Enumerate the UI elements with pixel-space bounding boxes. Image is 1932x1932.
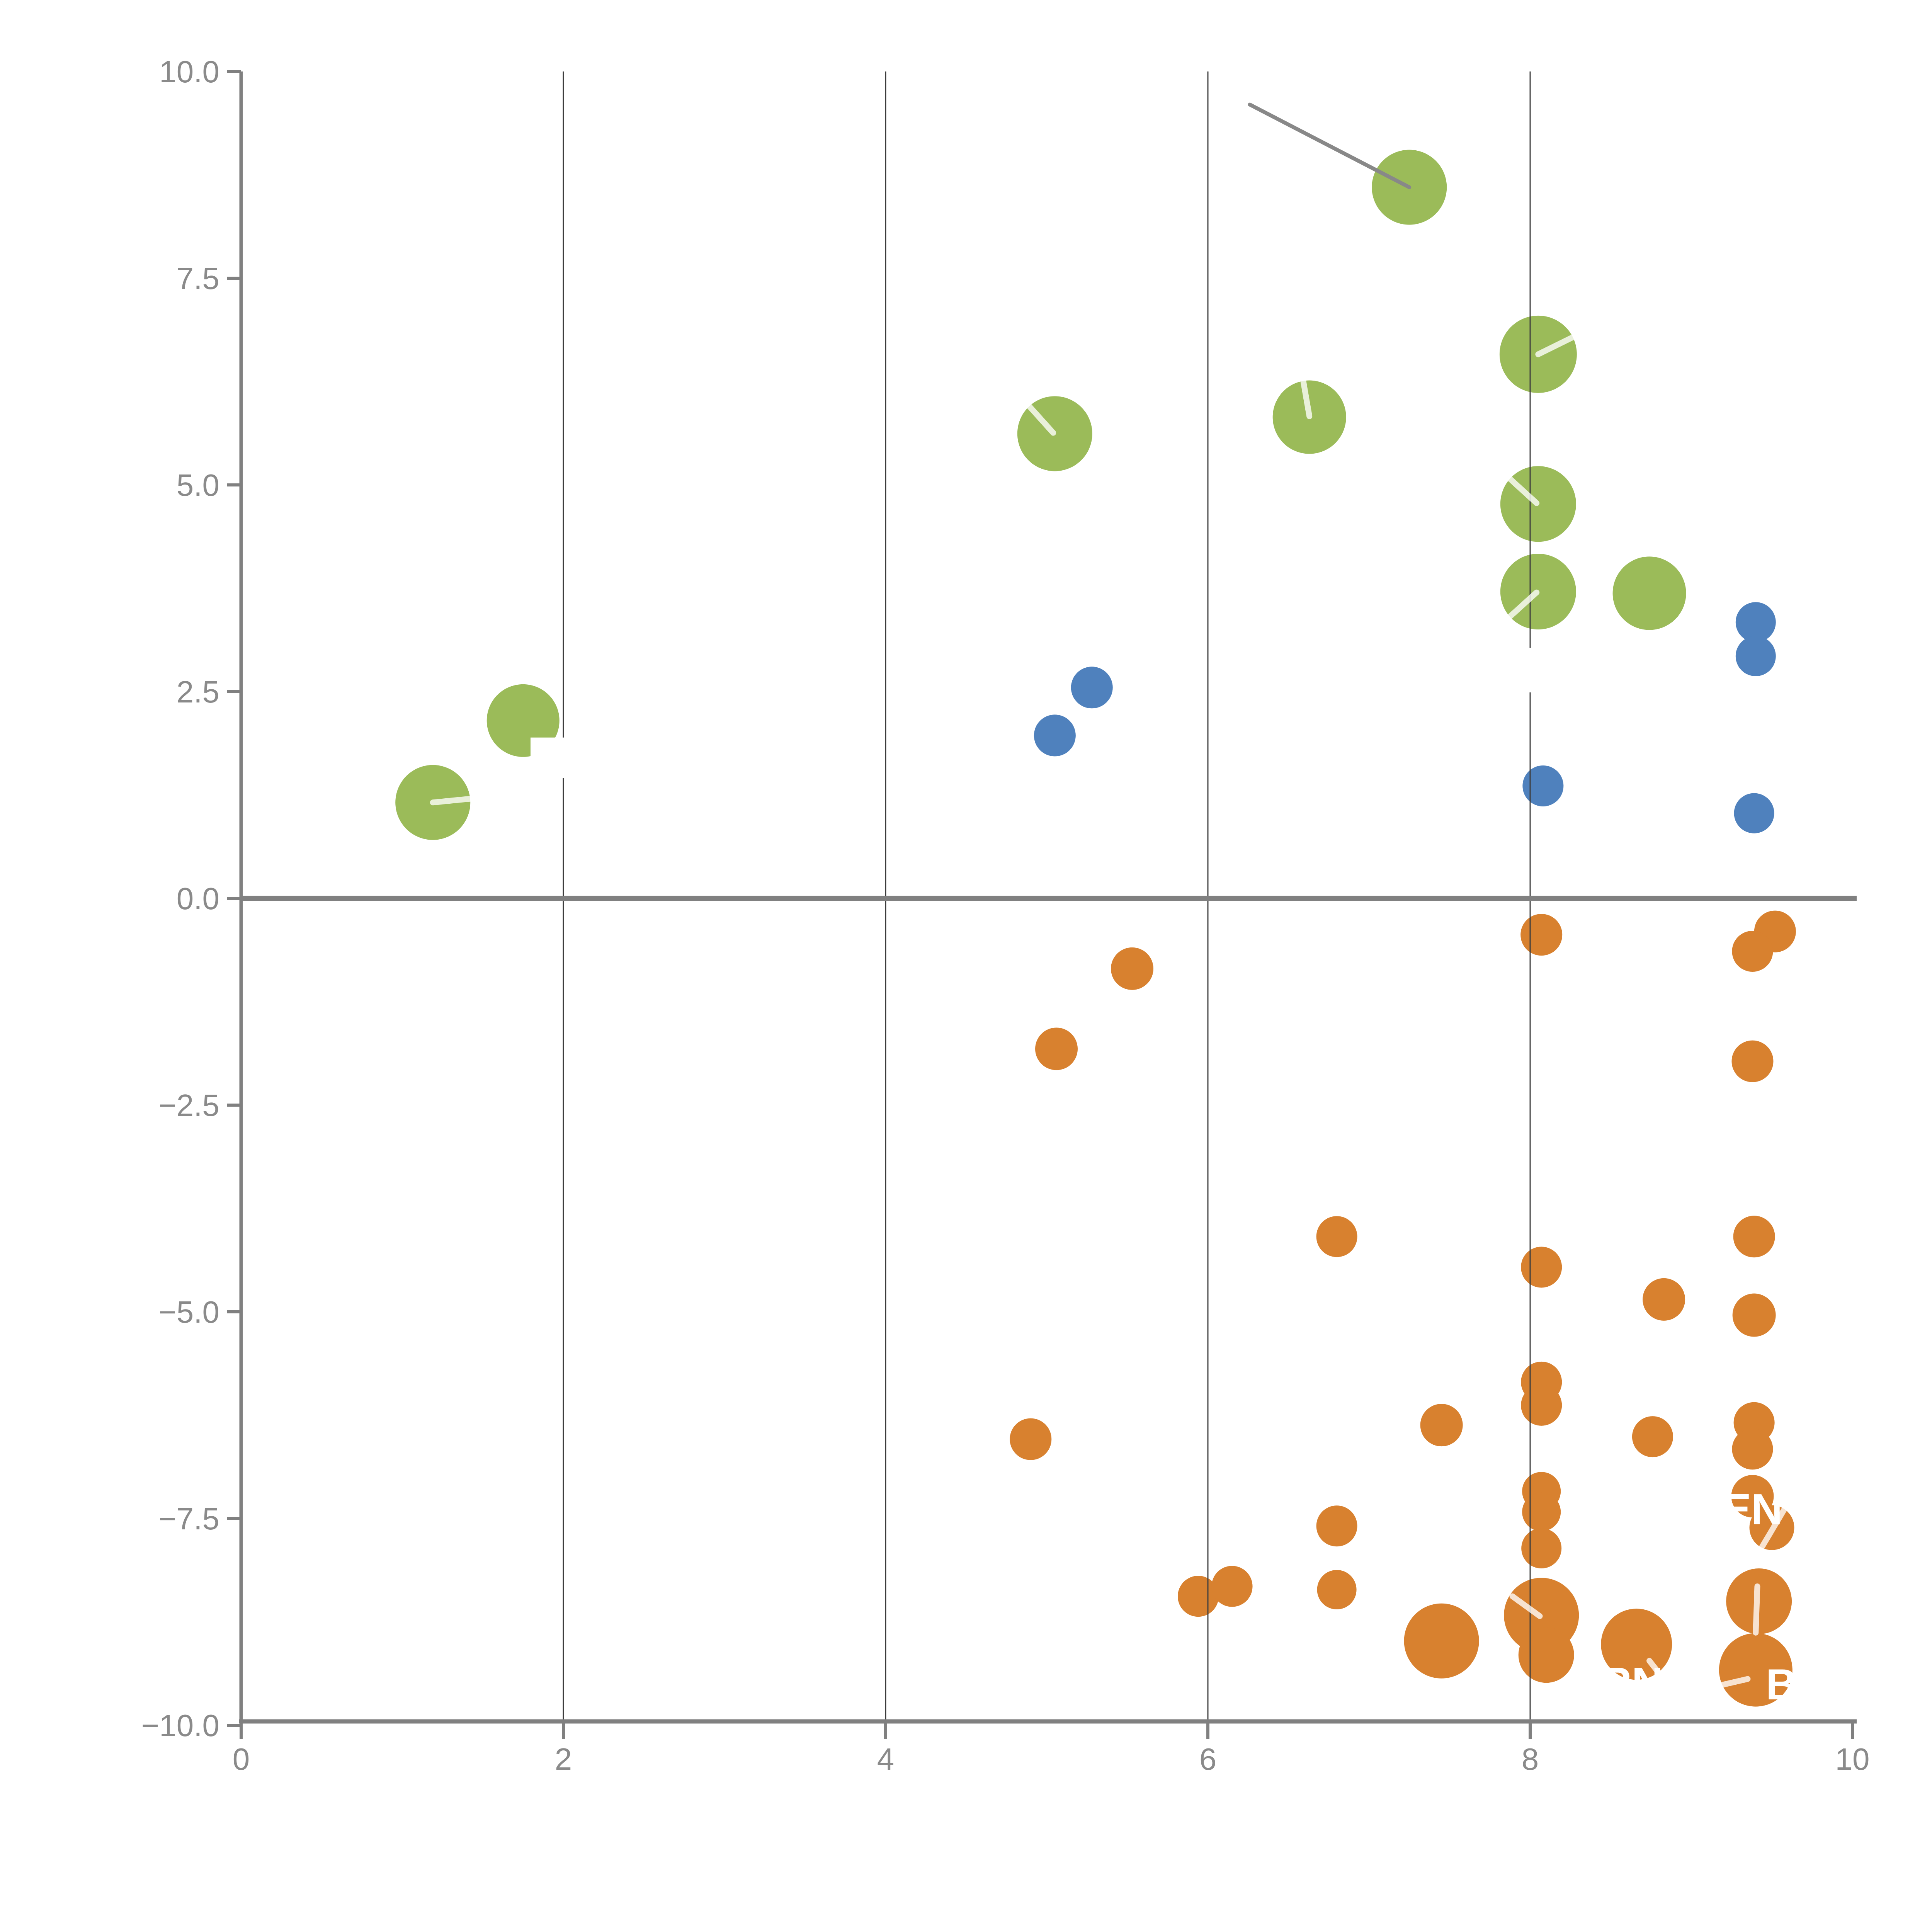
- hidden-white-label-box: [531, 737, 596, 778]
- bubble-orange: [1111, 947, 1154, 990]
- bubble-orange: [1719, 1633, 1793, 1707]
- white-leader-line: [1759, 1505, 1788, 1550]
- bubble-orange: [1010, 1418, 1052, 1460]
- bubble-orange: [1643, 1278, 1685, 1321]
- y-tick-label: −2.5: [158, 1088, 219, 1122]
- white-leader-line: [1509, 1593, 1543, 1619]
- white-bubble-label: B: [1766, 1660, 1797, 1709]
- bubble-blue: [1734, 793, 1774, 833]
- bubble-orange: [1316, 1505, 1357, 1547]
- bubble-orange: [1404, 1603, 1479, 1679]
- x-tick-label: 2: [555, 1742, 572, 1776]
- y-tick-label: 7.5: [177, 261, 219, 296]
- white-leader-line: [1753, 1583, 1760, 1636]
- bubble-orange: [1317, 1570, 1357, 1610]
- x-tick-label: 0: [233, 1742, 250, 1776]
- white-bubble-label: RN: [1600, 1659, 1663, 1707]
- white-leader-line: [1646, 1658, 1675, 1693]
- bubble-orange: [1521, 1247, 1562, 1288]
- bubble-orange: [1732, 1429, 1773, 1470]
- bubble-blue: [1071, 667, 1113, 709]
- bubble-orange: [1518, 1627, 1574, 1683]
- y-tick-label: 5.0: [177, 468, 219, 502]
- bubble-blue: [1522, 765, 1564, 806]
- bubble-orange: [1731, 1475, 1774, 1518]
- white-leader-line: [1713, 1676, 1751, 1689]
- bubble-orange: [1732, 930, 1773, 972]
- bubble-orange: [1316, 1216, 1357, 1257]
- white-leader-line: [1506, 589, 1540, 620]
- hidden-white-label-box: [1505, 648, 1571, 692]
- x-tick-label: 8: [1522, 1742, 1539, 1776]
- y-tick-label: −10.0: [141, 1708, 219, 1743]
- bubble-orange: [1521, 1384, 1562, 1426]
- white-leader-line: [1300, 376, 1313, 419]
- y-tick-label: −5.0: [158, 1295, 219, 1329]
- white-bubble-label: EN: [1723, 1485, 1783, 1533]
- bubble-orange: [1520, 914, 1563, 956]
- bubble-orange: [1211, 1566, 1253, 1607]
- white-leader-line: [430, 795, 478, 806]
- x-tick-label: 6: [1199, 1742, 1217, 1776]
- bubble-blue: [1735, 602, 1776, 643]
- y-tick-label: −7.5: [158, 1502, 219, 1536]
- bubble-orange: [1035, 1027, 1078, 1070]
- bubble-orange: [1732, 1293, 1776, 1337]
- bubble-orange: [1733, 1216, 1775, 1258]
- y-tick-label: 10.0: [159, 54, 219, 89]
- bubble-orange: [1731, 1040, 1774, 1082]
- x-tick-label: 10: [1835, 1742, 1870, 1776]
- y-tick-label: 2.5: [177, 675, 219, 709]
- white-leader-line: [1505, 474, 1540, 506]
- bubble-blue: [1735, 636, 1776, 676]
- white-leader-line: [1021, 398, 1056, 436]
- x-tick-label: 4: [877, 1742, 895, 1776]
- bubble-orange: [1522, 1492, 1561, 1531]
- bubble-orange: [1601, 1609, 1672, 1680]
- y-tick-label: 0.0: [177, 881, 219, 916]
- gray-annotation-line: [1248, 102, 1412, 189]
- white-leader-line: [1535, 330, 1583, 357]
- bubble-orange: [1420, 1404, 1463, 1447]
- bubble-green: [1612, 556, 1686, 630]
- bubble-orange: [1632, 1416, 1673, 1458]
- bubble-orange: [1521, 1528, 1562, 1569]
- bubble-blue: [1034, 714, 1076, 757]
